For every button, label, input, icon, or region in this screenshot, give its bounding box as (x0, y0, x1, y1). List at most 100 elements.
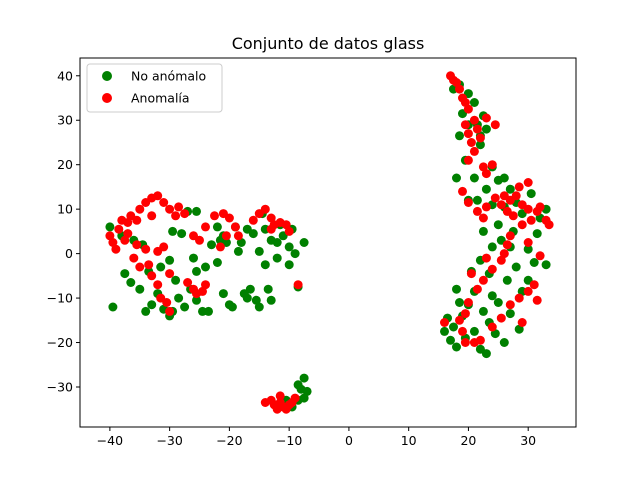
data-point (201, 262, 210, 272)
data-point (120, 269, 130, 279)
data-point (440, 326, 449, 336)
data-point (144, 260, 154, 270)
data-point (135, 204, 145, 214)
y-tick-label: −30 (47, 379, 73, 394)
data-point (466, 269, 476, 279)
data-point (475, 140, 485, 150)
data-point (463, 198, 473, 207)
data-point (523, 204, 533, 214)
data-point (174, 202, 184, 212)
data-point (526, 215, 536, 225)
data-point (266, 295, 276, 305)
data-point (496, 255, 506, 265)
x-tick-label: −10 (276, 433, 302, 448)
data-point (466, 138, 476, 147)
data-point (227, 302, 237, 312)
data-point (165, 204, 175, 214)
legend-label-anomalia: Anomalía (131, 91, 190, 106)
data-point (455, 298, 464, 307)
data-point (496, 200, 506, 210)
data-point (463, 129, 473, 139)
plot-frame (79, 57, 577, 428)
data-point (535, 251, 545, 261)
legend: No anómalo Anomalía (86, 63, 223, 113)
data-point (487, 242, 497, 252)
data-point (446, 335, 455, 345)
data-point (156, 262, 166, 272)
data-point (135, 284, 145, 294)
data-point (544, 220, 554, 230)
data-point (481, 349, 491, 359)
x-axis: −40 −30 −20 −10 0 10 20 30 (97, 427, 536, 448)
data-point (123, 218, 133, 227)
data-point (171, 211, 181, 221)
data-point (511, 191, 521, 201)
data-point (478, 275, 488, 285)
data-point (165, 269, 175, 279)
x-tick-label: −20 (216, 433, 242, 448)
data-point (478, 226, 488, 236)
data-point (224, 213, 234, 223)
data-point (212, 258, 222, 267)
data-point (221, 231, 231, 241)
y-tick-label: 30 (57, 113, 73, 128)
y-tick-label: 20 (57, 157, 73, 172)
data-point (141, 306, 151, 316)
chart-title: Conjunto de datos glass (232, 34, 425, 53)
legend-marker-no-anomalo (102, 71, 112, 81)
data-point (162, 298, 172, 307)
data-point (452, 284, 461, 294)
data-point (472, 195, 482, 205)
data-point (212, 222, 222, 232)
data-point (532, 295, 542, 305)
data-point (517, 318, 527, 327)
data-point (478, 162, 488, 172)
data-point (251, 295, 261, 305)
data-point (490, 193, 500, 203)
data-point (201, 280, 210, 290)
data-point (481, 184, 491, 194)
data-point (475, 335, 485, 345)
data-point (469, 146, 479, 156)
data-point (192, 206, 201, 216)
data-point (126, 278, 136, 287)
data-point (517, 220, 527, 230)
data-point (147, 271, 157, 281)
data-point (299, 393, 309, 403)
data-point (266, 213, 276, 223)
data-point (514, 182, 524, 192)
data-point (532, 229, 542, 239)
data-point (455, 84, 464, 94)
data-point (299, 238, 309, 247)
data-point (129, 253, 139, 263)
data-point (272, 253, 282, 263)
data-point (189, 231, 198, 241)
data-point (192, 266, 201, 276)
data-point (487, 291, 497, 301)
data-point (469, 326, 479, 336)
data-point (460, 338, 470, 347)
data-point (469, 115, 479, 125)
data-point (505, 309, 515, 319)
data-point (452, 173, 461, 183)
data-point (499, 249, 509, 259)
data-point (463, 298, 473, 307)
data-point (529, 280, 539, 290)
y-tick-label: 0 (65, 246, 73, 261)
data-point (302, 386, 312, 396)
data-point (487, 264, 497, 274)
data-point (168, 226, 178, 236)
data-point (260, 204, 270, 214)
y-axis: −30 −20 −10 0 10 20 30 40 (47, 68, 80, 394)
data-point (153, 191, 163, 201)
data-point (472, 124, 482, 134)
data-point (293, 380, 303, 390)
data-point (481, 113, 491, 123)
data-point (201, 222, 210, 232)
data-point (132, 215, 142, 225)
data-point (215, 242, 225, 252)
data-point (458, 326, 467, 336)
data-point (275, 391, 285, 401)
data-point (505, 300, 515, 310)
